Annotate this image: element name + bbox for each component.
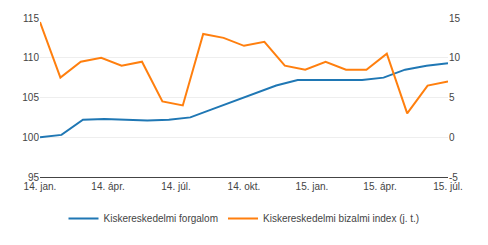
svg-text:95: 95 — [28, 172, 40, 183]
svg-text:0: 0 — [449, 132, 455, 143]
svg-text:15. jan.: 15. jan. — [296, 181, 329, 192]
svg-text:100: 100 — [22, 132, 39, 143]
svg-text:15. júl.: 15. júl. — [433, 181, 462, 192]
svg-text:14. júl.: 14. júl. — [161, 181, 190, 192]
svg-text:10: 10 — [449, 52, 461, 63]
svg-text:15. ápr.: 15. ápr. — [363, 181, 396, 192]
svg-text:-5: -5 — [449, 172, 458, 183]
svg-text:110: 110 — [23, 52, 39, 63]
svg-text:15: 15 — [449, 13, 461, 24]
svg-text:105: 105 — [22, 92, 39, 103]
svg-text:Kiskereskedelmi bizalmi index: Kiskereskedelmi bizalmi index (j. t.) — [263, 213, 419, 224]
svg-text:Kiskereskedelmi forgalom: Kiskereskedelmi forgalom — [104, 213, 219, 224]
svg-text:115: 115 — [23, 13, 39, 24]
svg-text:14. okt.: 14. okt. — [228, 181, 261, 192]
svg-text:5: 5 — [449, 92, 455, 103]
svg-text:14. jan.: 14. jan. — [24, 181, 57, 192]
svg-text:14. ápr.: 14. ápr. — [91, 181, 124, 192]
